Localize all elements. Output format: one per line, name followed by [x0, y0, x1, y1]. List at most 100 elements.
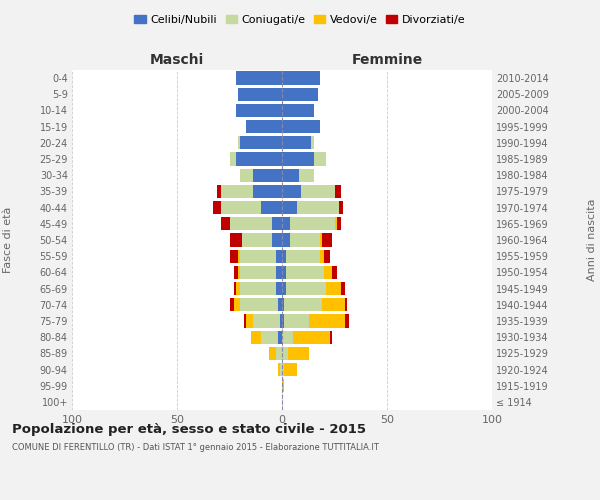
Bar	[238, 88, 282, 101]
Bar	[278, 298, 282, 312]
Bar	[240, 266, 276, 279]
Bar	[236, 72, 282, 85]
Bar	[234, 282, 236, 295]
Bar	[271, 234, 282, 246]
Bar	[238, 136, 240, 149]
Bar	[242, 234, 271, 246]
Text: Fasce di età: Fasce di età	[3, 207, 13, 273]
Text: Anni di nascita: Anni di nascita	[587, 198, 597, 281]
Bar	[238, 266, 240, 279]
Bar	[251, 330, 261, 344]
Bar	[301, 185, 335, 198]
Text: Popolazione per età, sesso e stato civile - 2015: Popolazione per età, sesso e stato civil…	[12, 422, 366, 436]
Bar	[310, 314, 345, 328]
Bar	[280, 363, 282, 376]
Bar	[282, 363, 284, 376]
Bar	[284, 314, 310, 328]
Bar	[240, 136, 282, 149]
Bar	[320, 250, 324, 263]
Bar	[282, 250, 286, 263]
Bar	[290, 217, 335, 230]
Bar	[282, 314, 284, 328]
Bar	[284, 363, 297, 376]
Bar	[314, 152, 326, 166]
Bar	[282, 379, 284, 392]
Bar	[230, 298, 234, 312]
Bar	[282, 201, 296, 214]
Bar	[282, 346, 289, 360]
Bar	[331, 330, 332, 344]
Bar	[261, 201, 282, 214]
Bar	[247, 120, 282, 134]
Bar	[282, 217, 290, 230]
Bar	[324, 266, 332, 279]
Bar	[289, 346, 310, 360]
Bar	[296, 201, 338, 214]
Bar	[240, 168, 253, 182]
Bar	[282, 168, 299, 182]
Bar	[326, 282, 341, 295]
Bar	[282, 104, 314, 117]
Bar	[269, 346, 276, 360]
Bar	[253, 185, 282, 198]
Bar	[278, 363, 280, 376]
Bar	[217, 185, 221, 198]
Bar	[282, 234, 290, 246]
Bar	[276, 346, 282, 360]
Bar	[276, 250, 282, 263]
Text: Femmine: Femmine	[352, 54, 422, 68]
Bar	[282, 72, 320, 85]
Bar	[322, 234, 332, 246]
Bar	[282, 185, 301, 198]
Bar	[311, 136, 314, 149]
Bar	[253, 168, 282, 182]
Bar	[284, 298, 322, 312]
Bar	[276, 266, 282, 279]
Bar	[240, 298, 278, 312]
Bar	[236, 104, 282, 117]
Bar	[229, 152, 236, 166]
Text: COMUNE DI FERENTILLO (TR) - Dati ISTAT 1° gennaio 2015 - Elaborazione TUTTITALIA: COMUNE DI FERENTILLO (TR) - Dati ISTAT 1…	[12, 442, 379, 452]
Bar	[230, 234, 242, 246]
Bar	[345, 298, 347, 312]
Bar	[278, 330, 282, 344]
Bar	[282, 120, 320, 134]
Bar	[293, 330, 331, 344]
Bar	[335, 185, 341, 198]
Bar	[345, 314, 349, 328]
Bar	[282, 266, 286, 279]
Bar	[282, 152, 314, 166]
Bar	[280, 314, 282, 328]
Bar	[221, 201, 261, 214]
Bar	[234, 266, 238, 279]
Bar	[238, 250, 240, 263]
Bar	[332, 266, 337, 279]
Text: Maschi: Maschi	[150, 54, 204, 68]
Bar	[286, 266, 324, 279]
Bar	[271, 217, 282, 230]
Bar	[324, 250, 331, 263]
Bar	[236, 152, 282, 166]
Bar	[335, 217, 337, 230]
Bar	[290, 234, 320, 246]
Bar	[261, 330, 278, 344]
Bar	[244, 314, 247, 328]
Bar	[229, 217, 271, 230]
Bar	[276, 282, 282, 295]
Bar	[229, 250, 238, 263]
Bar	[322, 298, 345, 312]
Bar	[286, 282, 326, 295]
Bar	[341, 282, 345, 295]
Bar	[234, 298, 240, 312]
Bar	[286, 250, 320, 263]
Bar	[221, 217, 229, 230]
Bar	[236, 282, 240, 295]
Bar	[253, 314, 280, 328]
Bar	[338, 201, 343, 214]
Bar	[299, 168, 314, 182]
Bar	[282, 136, 311, 149]
Bar	[240, 282, 276, 295]
Bar	[282, 88, 318, 101]
Bar	[282, 282, 286, 295]
Bar	[246, 314, 253, 328]
